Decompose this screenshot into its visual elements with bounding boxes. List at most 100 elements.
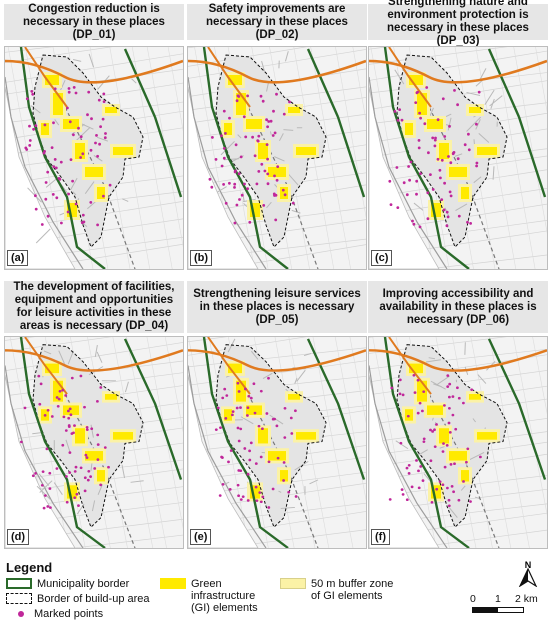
gi-element [250, 203, 260, 217]
street-line [454, 153, 463, 157]
marked-point [281, 188, 285, 192]
main-road [207, 337, 251, 395]
parcel-line [5, 337, 113, 352]
marked-point [457, 396, 461, 400]
marked-point [231, 413, 234, 417]
marked-point [272, 109, 275, 113]
parcel-line [5, 47, 113, 63]
marked-point [238, 198, 241, 201]
marked-point [266, 182, 270, 186]
marked-point [44, 181, 48, 184]
marked-point [438, 168, 442, 172]
marked-point [274, 218, 278, 222]
marked-point [417, 146, 421, 150]
marked-point [98, 142, 101, 146]
marked-point [465, 460, 468, 464]
panel-label: (c) [371, 250, 393, 266]
marked-point [388, 179, 392, 183]
marked-point [77, 504, 80, 507]
parcel-line [164, 337, 183, 433]
marked-point [443, 465, 447, 469]
marked-point [103, 136, 107, 140]
marked-point [456, 386, 459, 390]
marked-point [223, 387, 227, 391]
marked-point [448, 382, 452, 386]
scale-bar-black-segment [473, 608, 498, 612]
marked-point [34, 472, 37, 475]
marked-point [427, 151, 430, 155]
marked-point [438, 480, 442, 483]
marked-point [96, 433, 100, 437]
marked-point [72, 431, 75, 435]
marked-point [52, 165, 56, 169]
marked-point [257, 134, 261, 138]
marked-point [396, 206, 400, 210]
marked-point [393, 110, 397, 113]
gi-element [85, 451, 103, 461]
marked-point [447, 421, 451, 425]
gi-element [288, 394, 300, 400]
marked-point [249, 441, 253, 445]
marked-point [414, 101, 418, 104]
gi-element [85, 167, 103, 177]
legend-label: 50 m buffer zone of GI elements [311, 578, 394, 602]
marked-point [405, 466, 409, 470]
street-line [269, 414, 284, 425]
panel-label: (d) [7, 529, 30, 545]
marked-point [96, 223, 99, 227]
marked-point [96, 443, 100, 446]
marked-point [477, 90, 481, 94]
marked-point [42, 151, 46, 155]
panel-title: Strengthening nature and environment pro… [368, 0, 548, 47]
marked-point [422, 390, 426, 393]
marked-point [446, 486, 449, 490]
municipality-border [202, 337, 366, 548]
street-line [489, 95, 503, 107]
marked-point [46, 408, 50, 412]
marked-point [62, 415, 66, 419]
street-line [278, 490, 282, 493]
marked-point [32, 127, 35, 131]
marked-point [246, 94, 249, 98]
municipality-border [202, 47, 366, 269]
marked-point [416, 378, 420, 382]
marked-point [89, 201, 93, 204]
marked-point [95, 134, 98, 137]
marked-point [260, 162, 264, 166]
marked-point [256, 139, 260, 143]
marked-point [283, 193, 287, 197]
marked-point [235, 406, 239, 410]
gi-element [75, 143, 85, 159]
parcel-line [5, 47, 54, 53]
gi-element [75, 428, 85, 444]
gi-element [409, 75, 423, 85]
marked-point [42, 506, 46, 510]
street-line [223, 481, 230, 486]
marked-point [67, 90, 71, 94]
parcel-line [513, 337, 547, 516]
marked-point [222, 147, 226, 150]
marked-point [221, 396, 225, 400]
map-frame [368, 46, 548, 270]
marked-point [246, 187, 249, 191]
marked-point [265, 143, 269, 146]
marked-point [65, 475, 68, 478]
marked-point [421, 409, 424, 413]
street-line [439, 446, 445, 449]
marked-point [276, 456, 280, 460]
marked-point [64, 394, 68, 397]
marked-point [85, 425, 89, 429]
panel-label: (b) [190, 250, 213, 266]
marked-point [429, 173, 432, 176]
marked-point [43, 413, 47, 417]
street-line [88, 53, 95, 68]
marked-point [227, 460, 230, 464]
marked-point [406, 414, 410, 418]
street-line [472, 418, 477, 423]
marked-point [67, 409, 70, 413]
marked-point [208, 177, 212, 181]
street-line [284, 51, 289, 62]
street-line [65, 439, 71, 452]
marked-point [463, 143, 467, 147]
street-line [131, 78, 137, 84]
